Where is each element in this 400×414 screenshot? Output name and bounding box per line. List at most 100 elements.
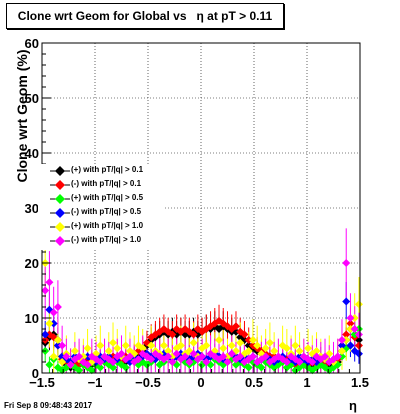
data-point — [346, 319, 355, 328]
legend-label: (+) with pT/|q| > 1.0 — [71, 221, 144, 230]
data-point — [96, 341, 105, 350]
x-tick-label: 1.5 — [351, 375, 369, 390]
legend-label: (+) with pT/|q| > 0.1 — [71, 165, 144, 174]
legend-entry: (+) with pT/|q| > 0.1 — [38, 164, 164, 177]
data-point — [96, 358, 105, 366]
data-point — [109, 363, 118, 372]
data-point — [185, 358, 194, 366]
data-point — [346, 325, 355, 333]
data-point — [236, 352, 245, 361]
legend-marker — [50, 180, 70, 190]
data-point — [168, 330, 177, 339]
data-point — [295, 358, 304, 366]
data-point — [113, 344, 122, 353]
data-point — [45, 360, 54, 369]
title-box: Clone wrt Geom for Global vs η at pT > 0… — [6, 3, 284, 29]
data-point — [342, 330, 351, 339]
legend-entry: (-) with pT/|q| > 0.1 — [38, 178, 164, 191]
data-point — [350, 314, 359, 322]
data-point — [96, 363, 105, 372]
data-point — [236, 338, 245, 347]
data-point — [337, 336, 346, 344]
data-point — [66, 360, 75, 369]
data-point — [189, 338, 198, 347]
data-point — [121, 363, 130, 372]
data-point — [49, 308, 58, 317]
data-point — [350, 325, 359, 333]
legend-label: (+) with pT/|q| > 0.5 — [71, 193, 144, 202]
data-point — [168, 358, 177, 366]
data-point — [257, 363, 266, 372]
data-point — [83, 344, 92, 353]
data-point — [198, 352, 207, 361]
data-point — [244, 363, 253, 372]
data-markers — [41, 259, 363, 375]
data-point — [49, 319, 58, 328]
data-point — [58, 341, 67, 350]
data-point — [83, 360, 92, 369]
data-point — [265, 338, 274, 347]
data-point — [53, 336, 62, 344]
data-point — [121, 341, 130, 350]
data-point — [282, 344, 291, 353]
data-point — [62, 352, 71, 361]
y-tick-label: 0 — [32, 366, 39, 381]
legend-marker — [50, 194, 70, 204]
data-point — [147, 341, 156, 350]
data-point — [354, 325, 363, 333]
data-point — [244, 347, 253, 355]
data-point — [176, 341, 185, 350]
timestamp-footer: Fri Sep 8 09:48:43 2017 — [4, 401, 93, 410]
data-point — [159, 341, 168, 350]
chart-title: Clone wrt Geom for Global vs η at pT > 0… — [17, 9, 273, 23]
data-point — [354, 341, 363, 350]
data-point — [45, 319, 54, 328]
y-tick-label: 60 — [25, 36, 39, 51]
y-tick-label: 40 — [25, 146, 39, 161]
data-point — [147, 355, 156, 364]
data-point — [337, 347, 346, 355]
data-point — [45, 278, 54, 287]
data-point — [53, 303, 62, 311]
x-axis-title: η — [349, 398, 357, 413]
data-point — [227, 341, 236, 350]
data-point — [333, 352, 342, 361]
legend-marker — [50, 166, 70, 176]
data-point — [270, 347, 279, 355]
data-point — [261, 344, 270, 353]
data-point — [248, 336, 257, 344]
data-point — [41, 330, 50, 339]
data-point — [350, 330, 359, 339]
data-point — [295, 347, 304, 355]
y-axis-title: Clone wrt Geom (%) — [14, 49, 30, 183]
data-point — [248, 352, 257, 361]
data-point — [181, 352, 190, 361]
data-point — [308, 358, 317, 366]
data-point — [138, 344, 147, 353]
data-point — [125, 352, 134, 361]
data-point — [231, 322, 240, 331]
legend-entry: (-) with pT/|q| > 0.5 — [38, 206, 164, 219]
legend-marker — [50, 236, 70, 246]
data-point — [346, 314, 355, 322]
data-point — [244, 336, 253, 344]
legend-entry: (+) with pT/|q| > 1.0 — [38, 220, 164, 233]
legend-marker — [50, 208, 70, 218]
x-tick-label: −1 — [88, 375, 103, 390]
data-point — [342, 259, 351, 267]
data-point — [291, 341, 300, 350]
data-point — [189, 349, 198, 358]
data-point — [342, 336, 351, 344]
data-point — [79, 352, 88, 361]
data-point — [117, 349, 126, 358]
data-point — [354, 349, 363, 358]
x-tick-label: 0 — [197, 375, 204, 390]
data-point — [342, 297, 351, 306]
x-tick-label: −1.5 — [29, 375, 55, 390]
data-point — [215, 336, 224, 344]
legend-label: (-) with pT/|q| > 0.5 — [71, 207, 142, 216]
data-point — [304, 344, 313, 353]
data-point — [70, 347, 79, 355]
data-point — [53, 341, 62, 350]
data-point — [223, 358, 232, 366]
